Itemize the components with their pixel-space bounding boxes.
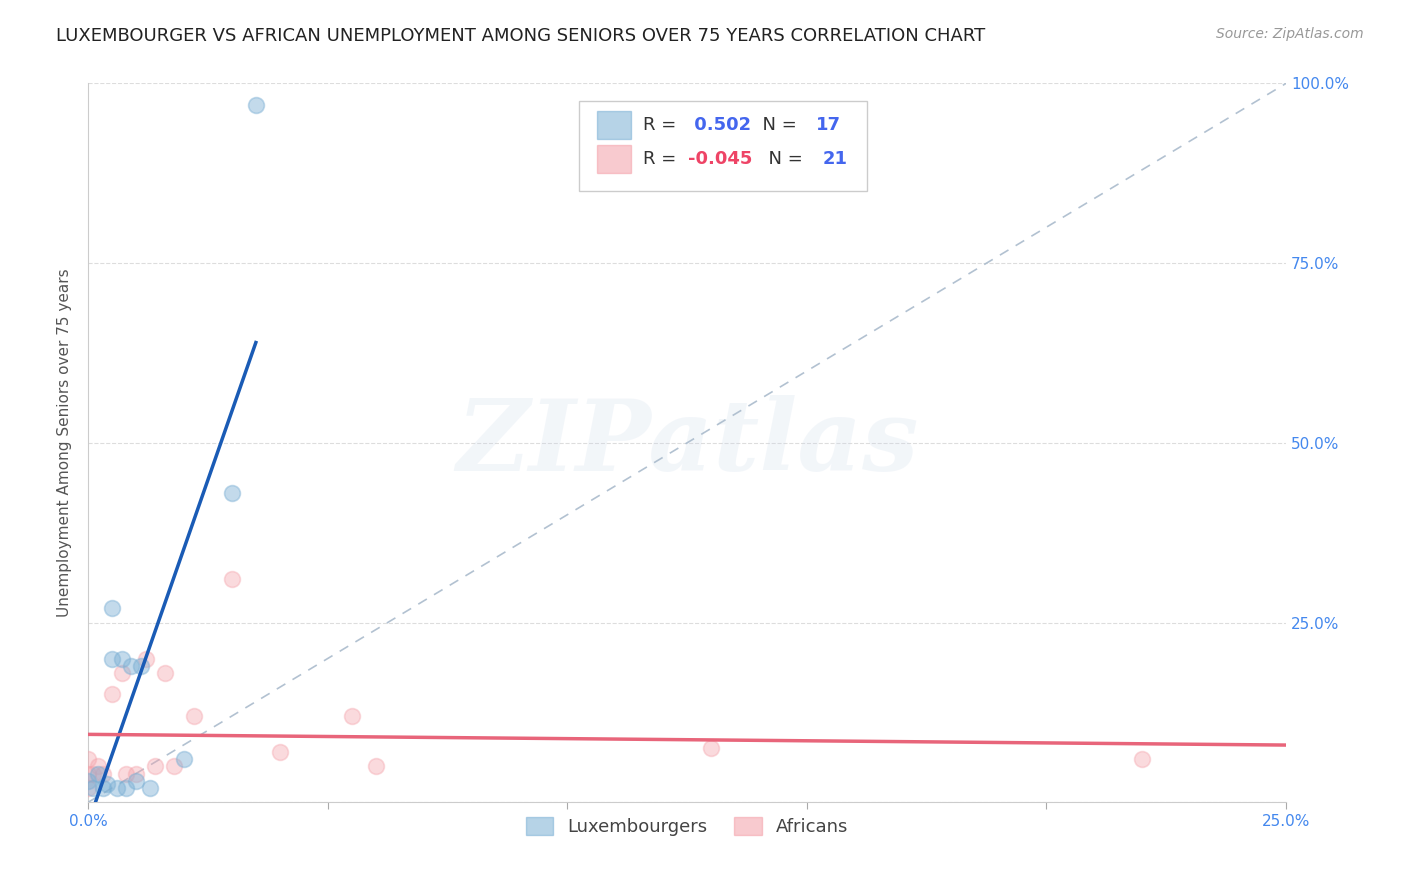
Point <box>269 745 291 759</box>
Point <box>77 780 100 795</box>
Point <box>91 780 114 795</box>
Point <box>221 573 243 587</box>
Text: N =: N = <box>751 116 801 134</box>
Point <box>129 658 152 673</box>
Point <box>82 766 104 780</box>
Point <box>77 752 100 766</box>
Point <box>135 651 157 665</box>
Point <box>101 601 124 615</box>
Point <box>96 777 118 791</box>
Point <box>1130 752 1153 766</box>
Point <box>87 759 110 773</box>
Y-axis label: Unemployment Among Seniors over 75 years: Unemployment Among Seniors over 75 years <box>58 268 72 617</box>
Text: LUXEMBOURGER VS AFRICAN UNEMPLOYMENT AMONG SENIORS OVER 75 YEARS CORRELATION CHA: LUXEMBOURGER VS AFRICAN UNEMPLOYMENT AMO… <box>56 27 986 45</box>
Text: 0.502: 0.502 <box>689 116 751 134</box>
Text: Source: ZipAtlas.com: Source: ZipAtlas.com <box>1216 27 1364 41</box>
Point <box>77 773 100 788</box>
Text: R =: R = <box>643 116 682 134</box>
Point <box>143 759 166 773</box>
Point <box>82 780 104 795</box>
Point <box>101 688 124 702</box>
Point <box>91 766 114 780</box>
Point <box>120 658 142 673</box>
Point <box>163 759 186 773</box>
Point <box>111 665 134 680</box>
Point <box>153 665 176 680</box>
Text: -0.045: -0.045 <box>689 150 752 168</box>
Legend: Luxembourgers, Africans: Luxembourgers, Africans <box>519 810 856 844</box>
Point <box>340 709 363 723</box>
Point <box>183 709 205 723</box>
Point <box>115 780 138 795</box>
Text: 21: 21 <box>823 150 848 168</box>
FancyBboxPatch shape <box>579 102 866 191</box>
Text: N =: N = <box>756 150 808 168</box>
Point <box>105 780 128 795</box>
Point <box>221 486 243 500</box>
Point <box>115 766 138 780</box>
Point <box>87 766 110 780</box>
Text: ZIPatlas: ZIPatlas <box>456 394 918 491</box>
Point <box>125 773 148 788</box>
Point <box>101 651 124 665</box>
Point <box>77 766 100 780</box>
Point <box>139 780 162 795</box>
Point <box>125 766 148 780</box>
Point <box>111 651 134 665</box>
Point <box>173 752 195 766</box>
Text: 17: 17 <box>817 116 841 134</box>
FancyBboxPatch shape <box>598 112 631 139</box>
Point <box>364 759 387 773</box>
Point <box>700 741 723 756</box>
Text: R =: R = <box>643 150 682 168</box>
FancyBboxPatch shape <box>598 145 631 172</box>
Point <box>245 98 267 112</box>
